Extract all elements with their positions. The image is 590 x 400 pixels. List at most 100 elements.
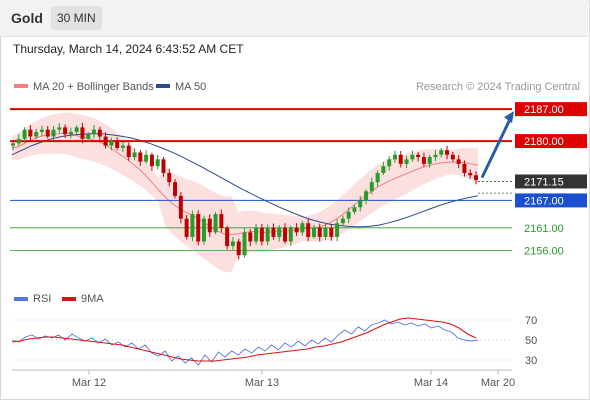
- candle: [16, 138, 21, 144]
- candle: [74, 127, 79, 132]
- candle: [456, 159, 461, 164]
- rsi-legend-swatch: [14, 297, 28, 301]
- ma50-legend-swatch: [156, 84, 170, 88]
- rsi-tick-label: 50: [525, 335, 537, 347]
- candle: [265, 227, 270, 242]
- candle: [248, 232, 253, 242]
- candle: [236, 241, 241, 256]
- candle: [120, 145, 125, 148]
- price-label: 2167.00: [524, 195, 564, 207]
- bollinger-legend-swatch: [14, 84, 28, 88]
- candle: [398, 154, 403, 164]
- candle: [92, 129, 97, 135]
- candle: [138, 152, 143, 162]
- candle: [22, 129, 27, 139]
- candle: [149, 154, 154, 167]
- candle: [219, 214, 224, 228]
- candle: [317, 227, 322, 237]
- candle: [410, 154, 415, 160]
- candle: [225, 227, 230, 247]
- candle: [294, 227, 299, 233]
- rsi-line: [11, 319, 479, 366]
- candle: [340, 218, 345, 224]
- candle: [51, 129, 56, 137]
- candle: [439, 150, 444, 155]
- forecast-arrow: [480, 116, 513, 179]
- candle: [115, 141, 120, 148]
- candle: [28, 129, 33, 137]
- candle: [421, 157, 426, 164]
- candle: [392, 154, 397, 160]
- x-tick-label: Mar 13: [245, 377, 279, 389]
- candle: [190, 214, 195, 237]
- candle: [387, 159, 392, 167]
- candle: [364, 191, 369, 201]
- rsi-ma-legend-swatch: [62, 297, 76, 301]
- candle: [283, 227, 288, 242]
- candle: [45, 129, 50, 137]
- price-label-box: [515, 193, 587, 208]
- candle: [80, 127, 85, 139]
- candle: [369, 182, 374, 192]
- candle: [323, 227, 328, 237]
- candle: [86, 134, 91, 139]
- rsi-tick-label: 30: [525, 355, 537, 367]
- candle: [167, 173, 172, 183]
- candle: [132, 152, 137, 158]
- header-bar: Gold 30 MIN: [0, 0, 588, 37]
- candle: [155, 159, 160, 167]
- timeframe-button[interactable]: 30 MIN: [51, 6, 102, 30]
- watermark: Research © 2024 Trading Central: [416, 81, 580, 93]
- x-tick-label: Mar 14: [414, 377, 448, 389]
- candle: [445, 150, 450, 155]
- candle: [68, 131, 73, 135]
- bollinger-legend-label: MA 20 + Bollinger Bands: [33, 81, 154, 93]
- rsi-legend-label: RSI: [33, 293, 51, 305]
- candle: [207, 218, 212, 233]
- candle: [462, 163, 467, 174]
- candle: [34, 131, 39, 137]
- candle: [184, 218, 189, 237]
- candle: [242, 232, 247, 256]
- candle: [329, 227, 334, 237]
- candle: [277, 227, 282, 237]
- candle: [109, 141, 114, 146]
- candle: [230, 241, 235, 247]
- rsi-ma-legend-label: 9MA: [81, 293, 104, 305]
- candle: [306, 223, 311, 237]
- candle: [103, 136, 108, 146]
- candle: [416, 154, 421, 158]
- x-tick-label: Mar 20: [481, 377, 515, 389]
- ma50-line: [11, 133, 479, 228]
- candle: [213, 214, 218, 233]
- candle: [196, 214, 201, 242]
- candle: [63, 127, 68, 135]
- ma50-legend-label: MA 50: [175, 81, 206, 93]
- price-label: 2180.00: [524, 136, 564, 148]
- candle: [404, 159, 409, 164]
- candle: [126, 145, 131, 158]
- price-label-box: [515, 174, 587, 189]
- candle: [11, 143, 15, 146]
- candle: [381, 166, 386, 174]
- candle: [375, 173, 380, 183]
- candle: [271, 227, 276, 237]
- candle: [144, 154, 149, 162]
- symbol-title: Gold: [11, 10, 43, 26]
- candle: [468, 173, 473, 176]
- candle: [201, 218, 206, 242]
- candle: [433, 154, 438, 158]
- candle: [311, 227, 316, 237]
- price-label-box: [515, 102, 587, 117]
- forecast-arrow-head: [504, 111, 514, 124]
- candle: [352, 207, 357, 212]
- candle: [335, 223, 340, 237]
- candle: [173, 182, 178, 196]
- chart-datetime: Thursday, March 14, 2024 6:43:52 AM CET: [13, 42, 244, 56]
- candle: [427, 157, 432, 164]
- candle: [178, 195, 183, 219]
- price-label-box: [515, 134, 587, 149]
- candle: [97, 129, 102, 137]
- rsi-ma-line: [11, 317, 477, 362]
